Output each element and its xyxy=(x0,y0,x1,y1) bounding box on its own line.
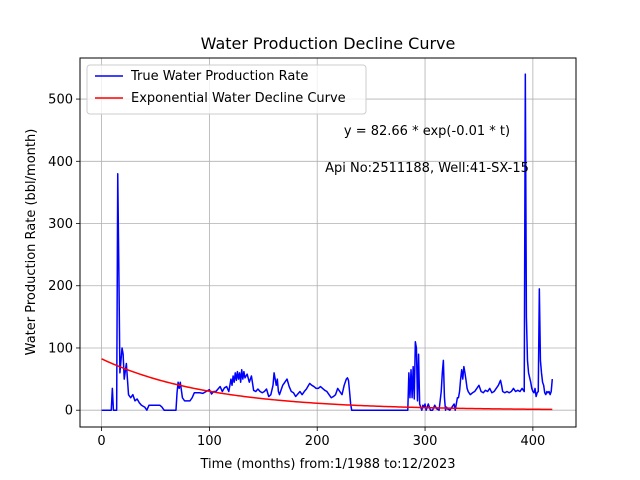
series-line-true-rate xyxy=(101,73,554,411)
equation-annotation: y = 82.66 * exp(-0.01 * t) xyxy=(344,124,510,139)
axis-ticks: 0 100 200 300 400 0 100 200 300 400 500 xyxy=(48,93,545,449)
y-axis-title: Water Production Rate (bbl/month) xyxy=(24,129,39,356)
series-lines xyxy=(101,73,554,411)
legend-box xyxy=(86,64,367,115)
series-line-exponential xyxy=(101,358,553,411)
x-tick-label: 100 xyxy=(197,434,222,449)
y-tick-label: 100 xyxy=(48,341,73,356)
x-tick-label: 200 xyxy=(305,434,330,449)
plot-frame xyxy=(79,57,577,428)
x-tick-label: 300 xyxy=(413,434,438,449)
chart-title: Water Production Decline Curve xyxy=(201,34,456,53)
x-tick-label: 0 xyxy=(97,434,105,449)
legend-label-true-rate: True Water Production Rate xyxy=(130,69,308,84)
well-annotation: Api No:2511188, Well:41-SX-15 xyxy=(325,161,529,176)
y-tick-label: 0 xyxy=(65,404,73,419)
y-tick-label: 500 xyxy=(48,93,73,108)
y-tick-label: 400 xyxy=(48,155,73,170)
legend: True Water Production Rate Exponential W… xyxy=(86,64,367,115)
y-tick-label: 300 xyxy=(48,217,73,232)
legend-label-exponential: Exponential Water Decline Curve xyxy=(131,91,346,106)
x-axis-title: Time (months) from:1/1988 to:12/2023 xyxy=(199,457,455,472)
x-tick-label: 400 xyxy=(520,434,545,449)
y-tick-label: 200 xyxy=(48,279,73,294)
